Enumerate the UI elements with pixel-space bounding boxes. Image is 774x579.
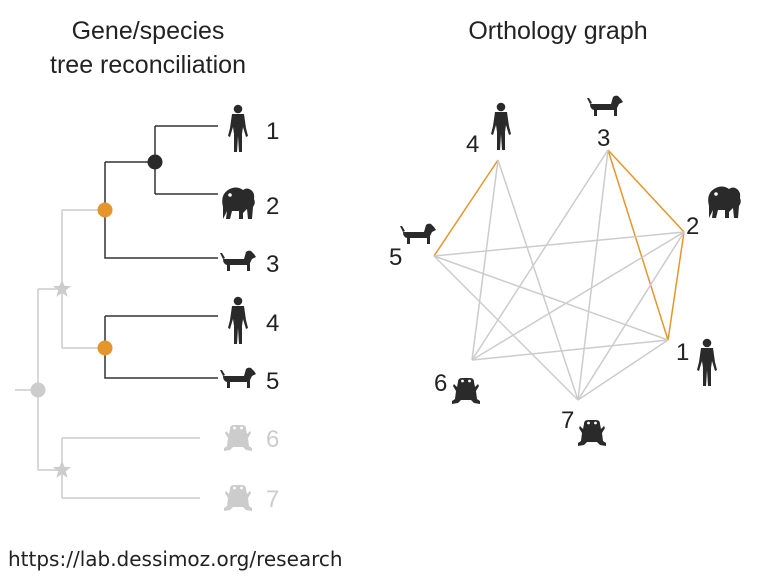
graph-node-label-5: 5 [389,244,402,271]
orthology-graph-edges [433,149,685,401]
graph-edge-5-1 [433,255,669,341]
tree-leaf-label-3: 3 [266,251,279,278]
orthology-graph-nodes: 1 2 3 4 5 6 7 [389,95,741,446]
tree-leaf-label-1: 1 [266,118,279,145]
human-icon [228,296,248,344]
duplication-node-1 [97,202,113,218]
graph-node-label-1: 1 [676,339,689,366]
graph-edge-5-2 [433,231,685,257]
ortholog-edge-2-1 [667,231,685,341]
dog-icon [220,250,256,271]
graph-edge-5-7 [433,255,579,401]
graph-title: Orthology graph [468,17,648,45]
gorilla-icon [708,186,741,218]
human-icon [697,338,717,386]
ortholog-edge-3-2 [607,149,685,233]
graph-node-label-3: 3 [597,125,610,152]
gorilla-icon [222,187,255,219]
frog-icon [224,425,252,451]
graph-edge-2-6 [471,231,685,361]
tree-title-line1: Gene/species [71,17,225,45]
dog-icon [220,367,256,388]
root-node [30,382,46,398]
graph-node-label-7: 7 [561,407,574,434]
tree-leaf-label-5: 5 [266,368,279,395]
graph-node-label-2: 2 [686,213,699,240]
ortholog-edge-3-1 [607,149,669,341]
tree-leaf-label-6: 6 [266,426,279,453]
dog-icon [587,95,623,116]
graph-node-label-6: 6 [434,370,447,397]
graph-edge-2-7 [577,231,685,401]
duplication-node-2 [97,340,113,356]
graph-edge-1-7 [577,339,669,401]
reconciled-gene-tree: 1 2 3 4 5 6 7 [15,104,279,513]
frog-icon [578,420,606,446]
graph-edge-4-6 [471,159,499,361]
human-icon [228,104,248,152]
tree-leaf-label-4: 4 [266,310,279,337]
tree-title: Gene/species tree reconciliation [18,14,278,82]
source-url: https://lab.dessimoz.org/research [8,547,343,571]
ortholog-edge-4-5 [433,159,499,257]
tree-dup2-lower [104,316,218,379]
graph-edge-3-7 [577,149,609,401]
graph-edge-1-6 [471,339,669,361]
tree-leaf-label-7: 7 [266,486,279,513]
graph-edge-3-6 [471,149,609,361]
tree-title-line2: tree reconciliation [50,51,246,79]
dog-icon [400,223,436,244]
human-icon [491,102,511,150]
frog-icon [224,485,252,511]
frog-icon [452,378,480,404]
tree-leaf-label-2: 2 [266,193,279,220]
speciation-star-lower [53,460,71,478]
graph-edge-4-7 [497,159,579,401]
tree-dup1-branches [104,162,218,259]
graph-node-label-4: 4 [466,131,479,158]
speciation-node [147,154,163,170]
speciation-star-upper [53,279,71,297]
figure-canvas: 1 2 3 4 5 6 7 1 2 3 4 5 6 7 [15,95,741,513]
